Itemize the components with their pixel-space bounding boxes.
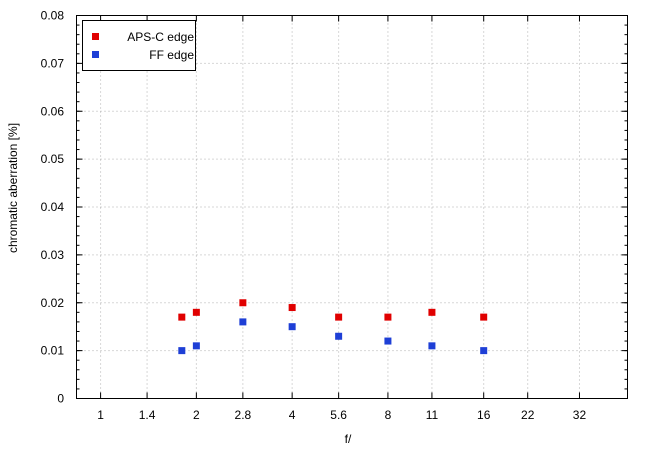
ff-point	[288, 323, 296, 331]
x-tick-label: 2	[193, 408, 200, 422]
x-tick-labels: 1 1.4 2 2.8 4 5.6 8 11 16 22 32	[97, 408, 586, 422]
axis-ticks	[76, 15, 628, 399]
y-axis-label: chromatic aberration [%]	[6, 123, 20, 253]
x-tick-label: 11	[426, 408, 439, 422]
ff-point	[428, 342, 436, 350]
ff-point	[335, 332, 343, 340]
y-tick-label: 0	[57, 392, 64, 406]
x-tick-label: 1	[97, 408, 104, 422]
x-tick-label: 16	[477, 408, 491, 422]
y-tick-label: 0.08	[41, 9, 65, 23]
ff-point	[192, 342, 200, 350]
aps-c-point	[192, 308, 200, 316]
y-tick-label: 0.05	[41, 152, 65, 166]
x-tick-label: 5.6	[330, 408, 347, 422]
x-tick-label: 32	[573, 408, 587, 422]
y-tick-label: 0.03	[41, 248, 65, 262]
x-tick-label: 8	[385, 408, 392, 422]
y-tick-label: 0.07	[41, 56, 65, 70]
y-tick-label: 0.02	[41, 296, 65, 310]
legend-box	[82, 20, 196, 71]
y-tick-label: 0.01	[41, 344, 65, 358]
aps-c-point	[384, 313, 392, 321]
data-points	[178, 299, 488, 355]
aps-c-point	[239, 299, 247, 307]
ff-point	[480, 347, 488, 355]
legend-label-aps-c: APS-C edge	[127, 30, 194, 44]
ff-point	[384, 337, 392, 345]
aps-c-point	[178, 313, 186, 321]
legend-label-ff: FF edge	[149, 48, 194, 62]
aps-c-point	[480, 313, 488, 321]
grid	[76, 15, 628, 399]
aps-c-point	[288, 304, 296, 312]
ff-point	[178, 347, 186, 355]
y-tick-label: 0.04	[41, 200, 65, 214]
aps-c-point	[428, 308, 436, 316]
x-tick-label: 1.4	[139, 408, 156, 422]
y-tick-label: 0.06	[41, 104, 65, 118]
ff-point	[239, 318, 247, 326]
y-tick-labels: 0 0.01 0.02 0.03 0.04 0.05 0.06 0.07 0.08	[41, 9, 65, 406]
x-tick-label: 2.8	[235, 408, 252, 422]
aps-c-point	[335, 313, 343, 321]
legend-marker-aps-c	[92, 33, 99, 40]
x-axis-label: f/	[345, 432, 352, 446]
legend-marker-ff	[92, 51, 99, 58]
x-tick-label: 4	[289, 408, 296, 422]
legend: APS-C edge FF edge	[82, 20, 196, 71]
x-tick-label: 22	[521, 408, 535, 422]
